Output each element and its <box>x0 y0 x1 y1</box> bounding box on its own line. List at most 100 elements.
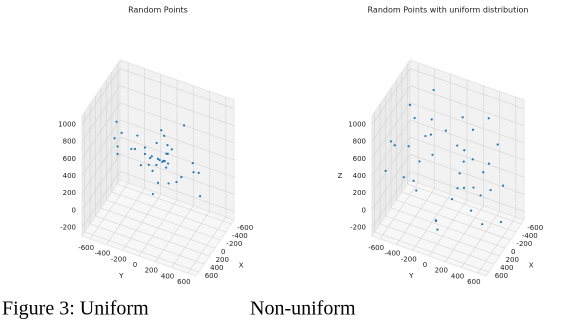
grid-line <box>409 136 525 178</box>
x-tick-label: -400 <box>232 232 248 240</box>
z-tick-label: 600 <box>63 155 76 163</box>
point <box>456 187 459 190</box>
grid-line <box>428 199 468 257</box>
point <box>408 103 412 106</box>
point <box>158 158 161 162</box>
x-tick-label: 200 <box>216 256 229 264</box>
point <box>482 171 485 174</box>
point <box>155 163 158 167</box>
z-tick-label: 1000 <box>348 121 366 129</box>
point <box>191 161 194 165</box>
y-tick-label: 0 <box>423 261 427 269</box>
y-tick-label: 600 <box>467 278 480 286</box>
grid-line <box>155 205 194 262</box>
point <box>116 152 119 156</box>
y-tick-label: 0 <box>133 261 137 269</box>
z-tick-label: 400 <box>63 172 76 180</box>
point <box>431 153 434 156</box>
point <box>130 147 133 151</box>
point <box>479 194 482 197</box>
grid-line <box>371 154 411 211</box>
point <box>429 133 432 136</box>
y-tick-label: -400 <box>94 250 110 258</box>
point <box>412 179 415 182</box>
y-axis-label: Y <box>118 272 124 280</box>
grid-line <box>412 194 451 251</box>
x-tick-label: -400 <box>522 232 538 240</box>
grid-line <box>119 85 235 126</box>
grid-line <box>81 171 121 228</box>
point <box>496 143 499 146</box>
point <box>115 120 118 123</box>
x-tick-label: -600 <box>237 224 253 232</box>
point <box>192 171 195 174</box>
grid-line <box>371 171 411 228</box>
grid-line <box>409 171 525 212</box>
point <box>402 176 405 179</box>
point <box>139 164 142 167</box>
grid-line <box>119 119 235 161</box>
grid-line <box>371 119 411 177</box>
z-tick-label: 0 <box>362 206 366 214</box>
point <box>472 186 475 189</box>
grid-line <box>138 199 178 257</box>
point <box>481 223 484 226</box>
z-axis-label: Z <box>338 172 343 180</box>
z-tick-label: -200 <box>60 223 76 231</box>
point <box>163 160 166 163</box>
point <box>499 220 503 224</box>
point <box>151 192 154 196</box>
x-axis-label: X <box>239 262 244 270</box>
grid-line <box>81 68 121 125</box>
point <box>384 169 387 172</box>
x-tick-label: 0 <box>511 248 515 256</box>
y-tick-label: -200 <box>111 255 127 263</box>
point <box>469 209 473 212</box>
point <box>165 152 168 155</box>
point <box>487 162 491 165</box>
grid-line <box>409 68 525 109</box>
x-tick-label: -200 <box>516 240 532 248</box>
point <box>160 129 163 132</box>
x-tick-label: -200 <box>226 240 242 248</box>
point <box>487 117 490 120</box>
x-tick-label: 400 <box>210 264 223 272</box>
point <box>149 156 152 160</box>
point <box>161 160 164 164</box>
point <box>461 116 464 119</box>
z-tick-label: 200 <box>353 189 366 197</box>
point <box>389 140 393 143</box>
point <box>167 182 170 185</box>
caption: Non-uniform <box>250 298 356 320</box>
grid-line <box>106 188 145 245</box>
point <box>458 172 461 175</box>
point <box>413 116 416 120</box>
point <box>450 198 454 201</box>
z-tick-label: 800 <box>63 138 76 146</box>
y-tick-label: 200 <box>435 267 448 275</box>
grid-line <box>119 154 235 195</box>
z-tick-label: 800 <box>353 138 366 146</box>
point <box>175 180 178 184</box>
z-tick-label: 200 <box>63 189 76 197</box>
y-tick-label: 400 <box>161 272 174 280</box>
point <box>424 134 427 138</box>
grid-line <box>409 154 525 195</box>
point <box>415 189 418 192</box>
grid-line <box>461 211 500 268</box>
point <box>113 137 116 140</box>
point <box>156 157 159 160</box>
grid-line <box>409 102 525 144</box>
grid-line <box>81 102 121 160</box>
z-tick-label: 0 <box>72 206 76 214</box>
point <box>180 176 183 179</box>
z-tick-label: 400 <box>353 172 366 180</box>
grid-line <box>89 182 129 240</box>
point <box>393 144 396 147</box>
grid-line <box>371 68 411 125</box>
grid-line <box>119 102 235 144</box>
point <box>166 144 169 147</box>
grid-line <box>81 85 121 142</box>
grid-line <box>81 119 121 177</box>
